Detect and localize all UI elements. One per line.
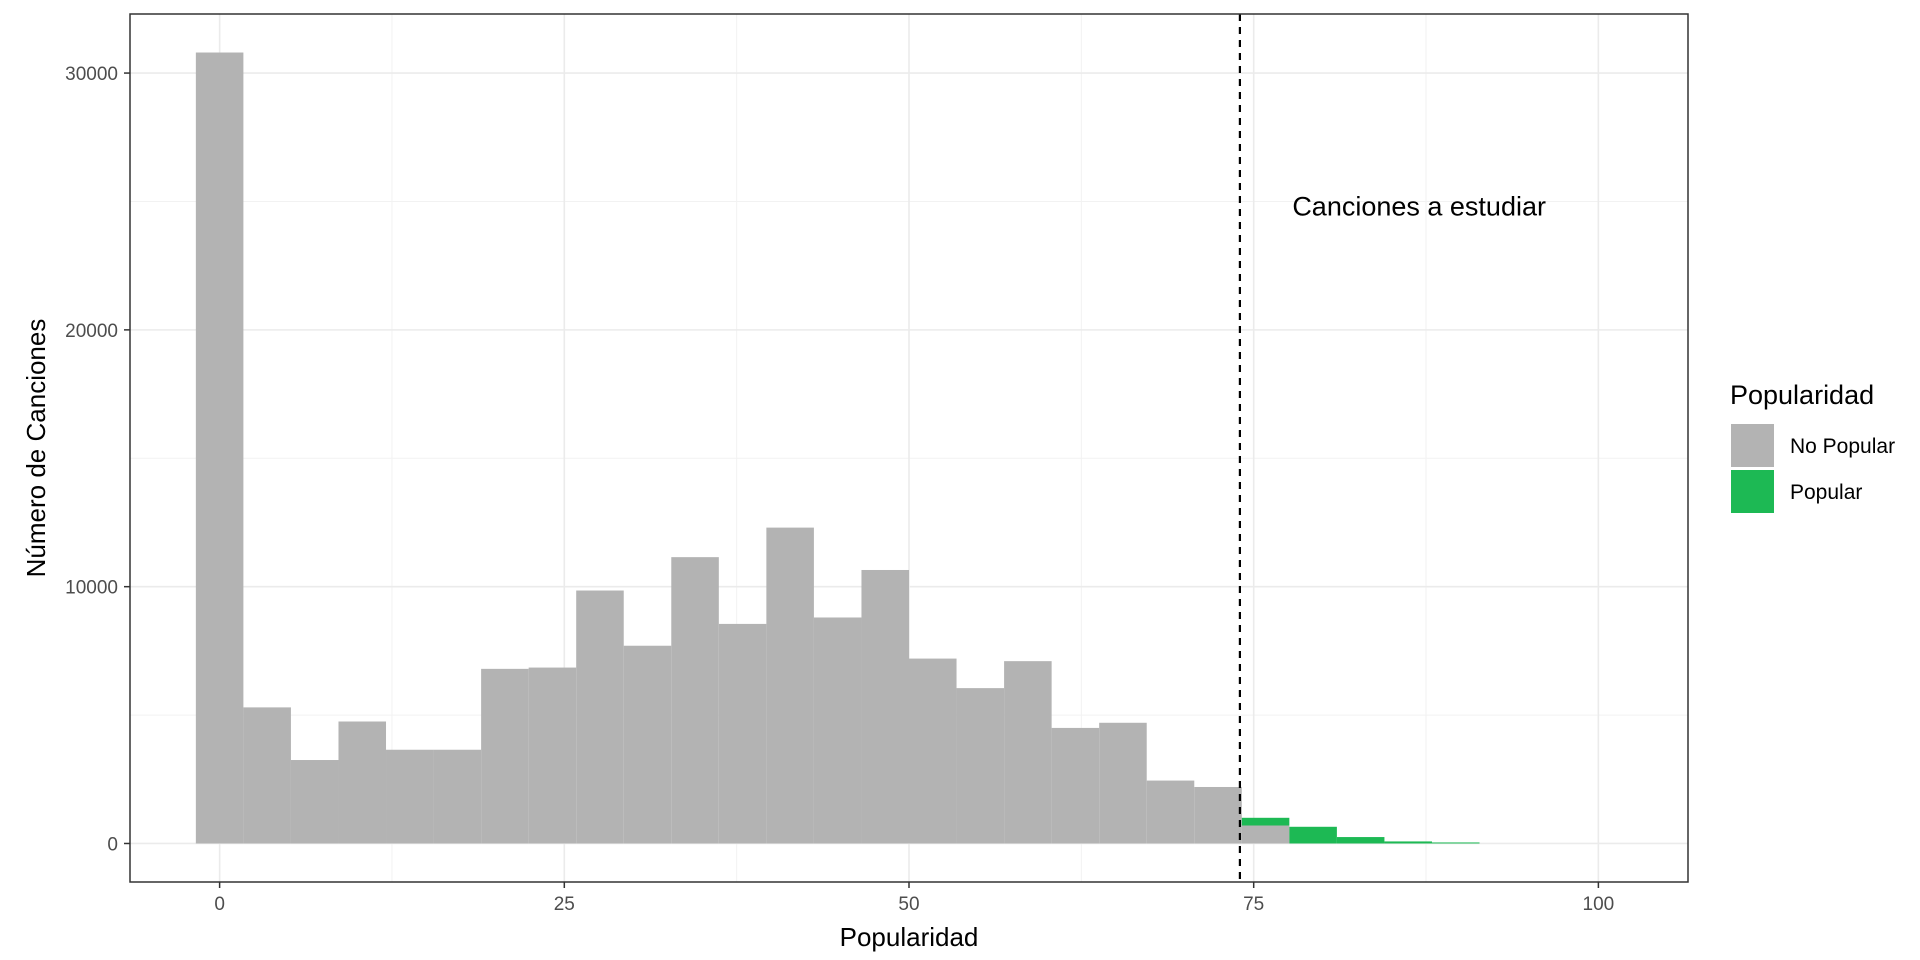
- legend-key-no-popular: [1731, 424, 1774, 467]
- annotation-text: Canciones a estudiar: [1292, 192, 1546, 222]
- annotation-group: Canciones a estudiar: [1292, 192, 1546, 222]
- bar-no-popular: [1194, 786, 1242, 844]
- y-tick-label: 20000: [65, 321, 118, 342]
- x-tick-label: 0: [214, 894, 225, 915]
- legend-label-no-popular: No Popular: [1790, 435, 1895, 458]
- y-axis-title: Número de Canciones: [21, 319, 51, 578]
- bar-no-popular: [338, 721, 387, 844]
- bar-no-popular: [1099, 722, 1147, 844]
- x-axis-title: Popularidad: [840, 922, 979, 952]
- bar-popular: [1241, 817, 1290, 826]
- x-axis: 0 25 50 75 100: [214, 882, 1614, 915]
- bar-no-popular: [909, 658, 957, 844]
- x-tick-label: 25: [554, 894, 575, 915]
- legend-key-popular: [1731, 470, 1774, 513]
- legend-label-popular: Popular: [1790, 481, 1862, 504]
- bar-no-popular: [1004, 661, 1052, 844]
- bar-no-popular: [1146, 780, 1195, 844]
- x-tick-label: 100: [1583, 894, 1615, 915]
- bar-no-popular: [195, 52, 244, 844]
- bar-no-popular: [290, 760, 339, 844]
- bar-popular: [1384, 841, 1432, 844]
- bar-no-popular: [956, 688, 1005, 844]
- y-tick-label: 30000: [65, 64, 118, 85]
- bar-no-popular: [433, 749, 482, 844]
- bar-no-popular: [481, 668, 529, 844]
- bar-no-popular: [1051, 727, 1100, 844]
- bar-no-popular: [243, 707, 291, 844]
- bar-no-popular: [386, 749, 434, 844]
- bar-popular: [1336, 837, 1385, 844]
- bar-no-popular: [766, 527, 814, 844]
- bar-no-popular: [528, 667, 577, 844]
- bar-no-popular: [576, 590, 624, 844]
- bar-popular: [1289, 826, 1337, 844]
- bar-popular: [1431, 842, 1480, 844]
- legend-title: Popularidad: [1730, 380, 1874, 410]
- histogram-bars: [195, 52, 1480, 844]
- bar-no-popular: [623, 645, 672, 844]
- bar-no-popular: [671, 557, 719, 844]
- legend: Popularidad No Popular Popular: [1730, 380, 1895, 513]
- x-tick-label: 50: [898, 894, 919, 915]
- bar-no-popular: [718, 623, 767, 844]
- bar-no-popular: [1241, 825, 1290, 844]
- bar-no-popular: [861, 569, 909, 844]
- y-tick-label: 10000: [65, 578, 118, 599]
- y-axis: 0 10000 20000 30000: [65, 64, 130, 855]
- bar-no-popular: [813, 617, 862, 844]
- x-tick-label: 75: [1243, 894, 1264, 915]
- y-tick-label: 0: [107, 834, 118, 855]
